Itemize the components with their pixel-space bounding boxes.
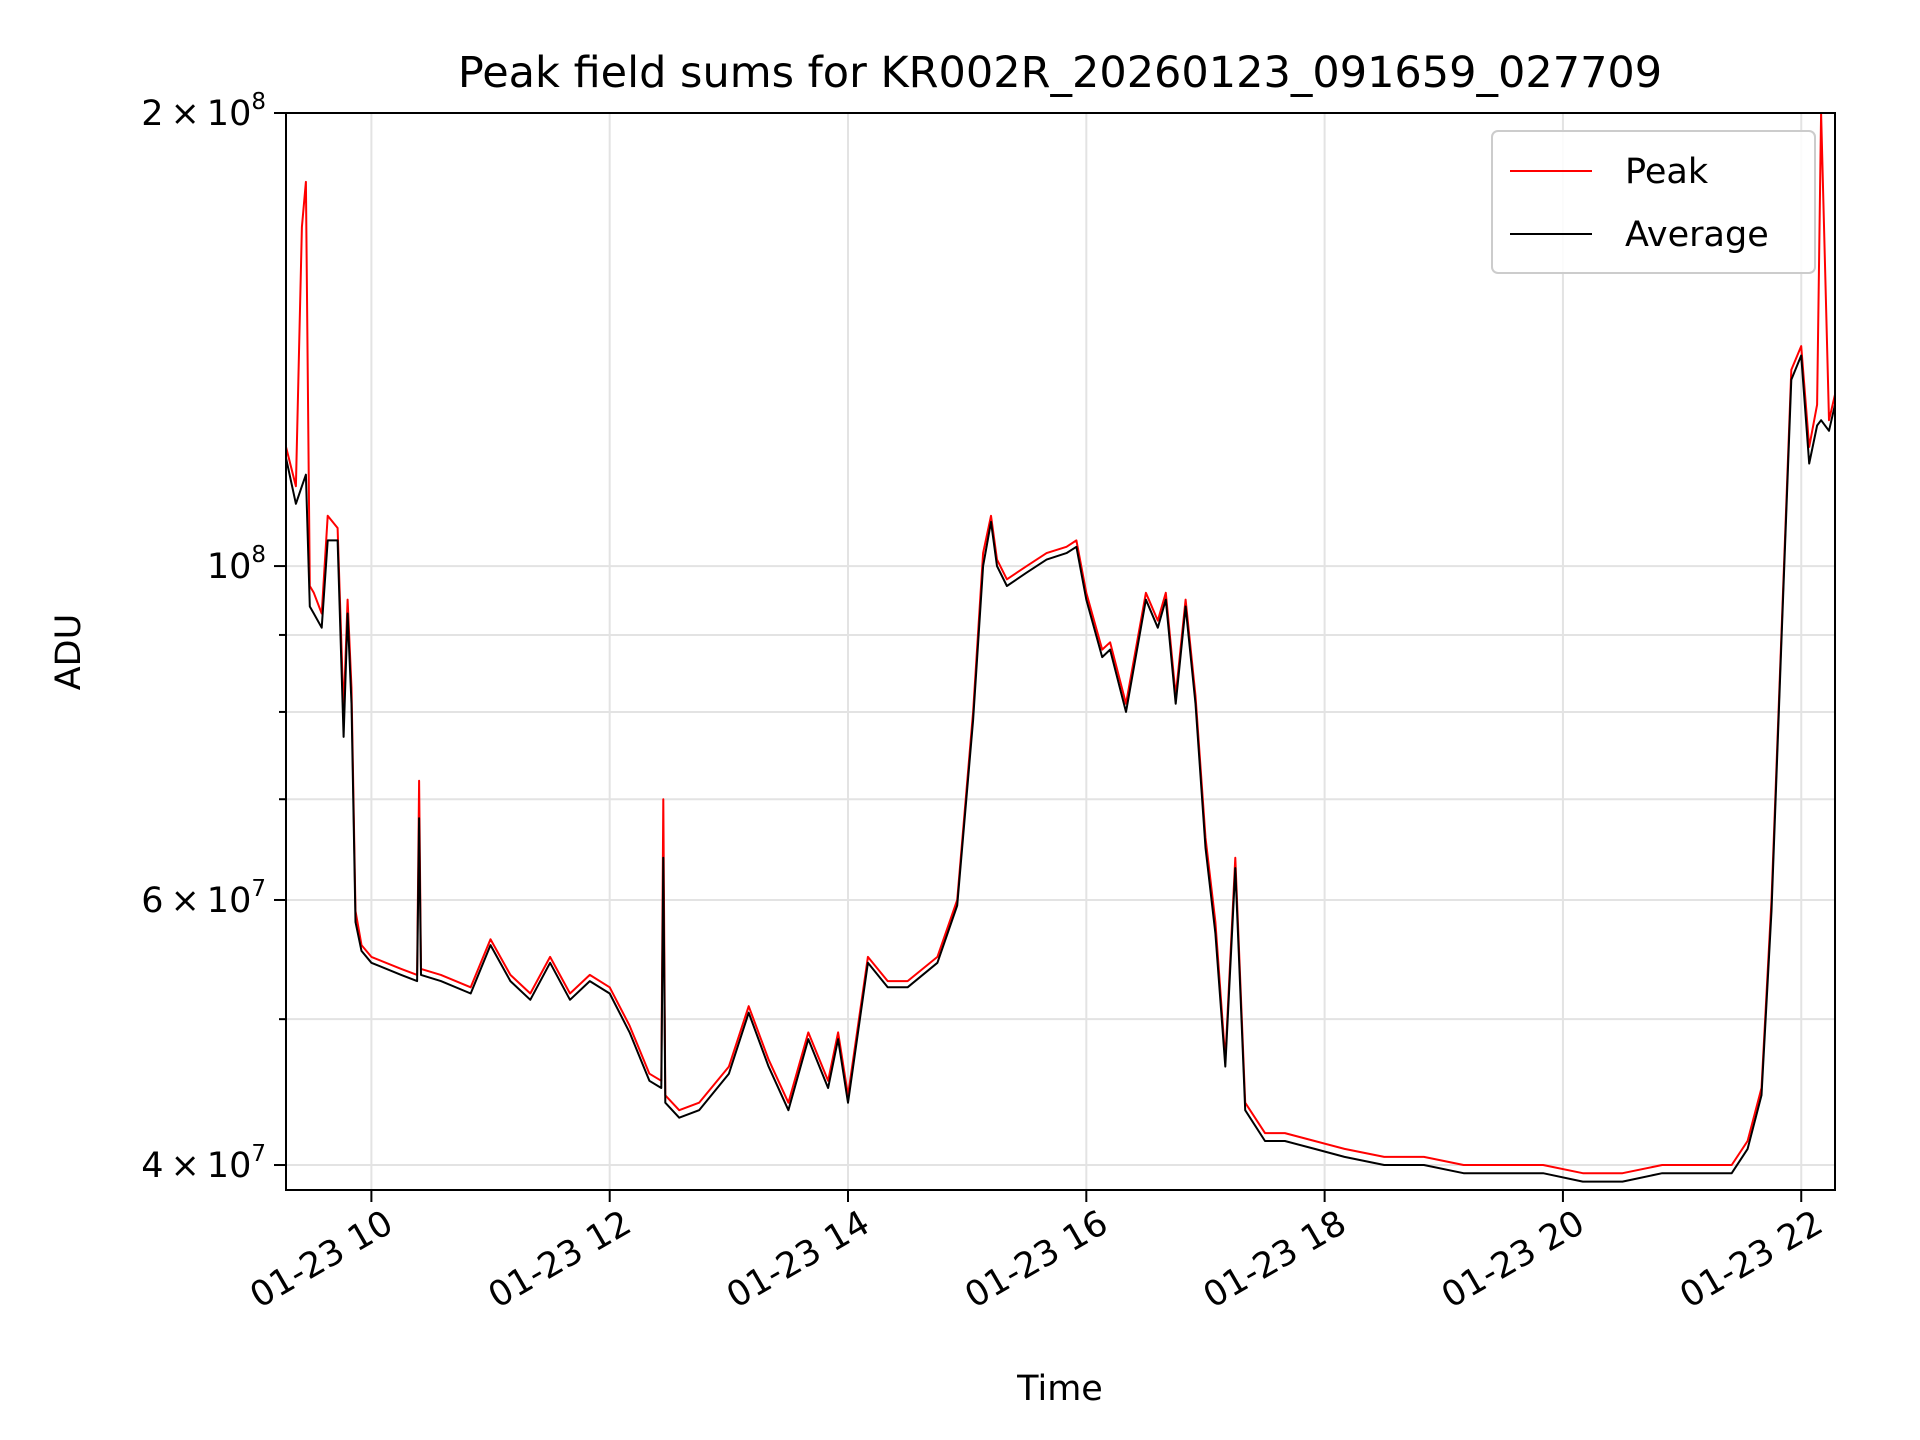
legend-box	[1491, 130, 1816, 274]
y-tick-label: 6 × 107	[141, 876, 266, 921]
y-tick-label: 108	[207, 542, 266, 587]
legend: Peak Average	[1491, 130, 1816, 274]
y-tick-label: 4 × 107	[141, 1141, 266, 1186]
legend-label: Peak	[1625, 152, 1709, 192]
legend-label: Average	[1625, 215, 1769, 255]
chart-title: Peak field sums for KR002R_20260123_0916…	[458, 48, 1662, 98]
y-axis-label: ADU	[49, 614, 89, 691]
y-tick-label: 2 × 108	[141, 89, 266, 134]
x-axis-label: Time	[1016, 1369, 1103, 1409]
plot-frame	[285, 112, 1836, 1191]
series-lines	[286, 113, 1835, 1183]
series-line-average	[286, 354, 1835, 1183]
